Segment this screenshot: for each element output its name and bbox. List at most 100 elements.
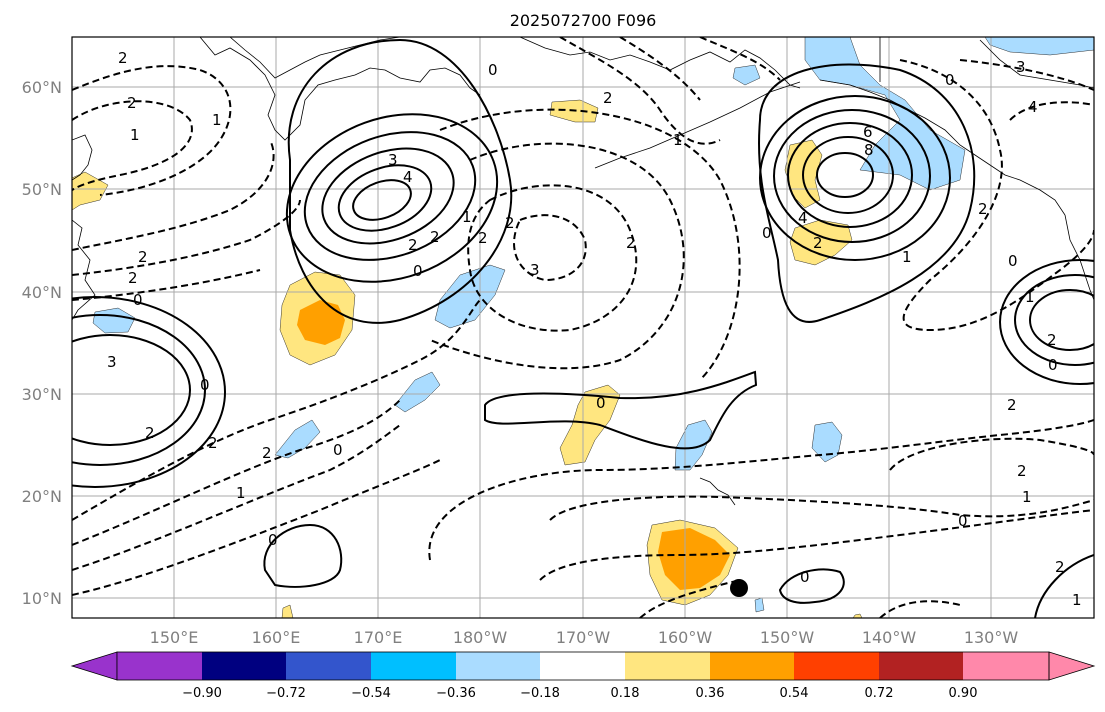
shaded-anomalies: [72, 37, 1094, 618]
contour-label: 1: [1025, 288, 1035, 306]
contours: [72, 37, 1094, 618]
contour-label: 0: [762, 224, 772, 242]
contour-label: 2: [138, 248, 148, 266]
contour-label: 2: [1017, 462, 1027, 480]
contour-label: 2: [603, 89, 613, 107]
contour-label: 2: [127, 94, 137, 112]
negative-anomaly-region: [674, 419, 713, 471]
contour-label: 1: [236, 484, 246, 502]
strong-positive-anomaly-region: [658, 528, 730, 590]
contour-label: 0: [488, 61, 498, 79]
negative-anomaly-region: [732, 64, 761, 86]
contour-label: 2: [118, 49, 128, 67]
lat-tick-label: 60°N: [22, 78, 62, 97]
negative-anomaly-region: [754, 597, 765, 613]
lat-tick-label: 30°N: [22, 385, 62, 404]
lon-tick-label: 150°W: [760, 628, 815, 647]
lat-tick-label: 50°N: [22, 180, 62, 199]
colorbar-bin: [710, 652, 794, 680]
contour-label: 0: [958, 512, 968, 530]
contour-label: 0: [800, 568, 810, 586]
colorbar-tick-label: 0.36: [696, 686, 725, 701]
contour-label: 2: [262, 444, 272, 462]
colorbar-tick-label: 0.18: [611, 686, 640, 701]
latitude-labels: 60°N 50°N 40°N 30°N 20°N 10°N: [22, 78, 62, 608]
gridlines: [72, 37, 1094, 618]
contour-label: 2: [128, 269, 138, 287]
contour-label: 2: [208, 434, 218, 452]
colorbar-bin: [625, 652, 710, 680]
colorbar-high-extension: [1048, 651, 1096, 681]
contour-label: 1: [902, 248, 912, 266]
lon-tick-label: 130°W: [964, 628, 1019, 647]
contour-label: 8: [864, 141, 874, 159]
colorbar-frame: [116, 651, 1050, 681]
contour-label: 0: [1008, 252, 1018, 270]
contour-label: 2: [978, 200, 988, 218]
negative-anomaly-region: [984, 37, 1094, 56]
contour-label: 1: [462, 208, 472, 226]
contour-label: 4: [798, 209, 808, 227]
contour-label: 1: [673, 131, 683, 149]
contour-label: 0: [596, 394, 606, 412]
contour-label: 2: [408, 236, 418, 254]
colorbar-low-extension: [70, 651, 118, 681]
contour-label: 0: [133, 291, 143, 309]
contour-label: 2: [1047, 331, 1057, 349]
contour-label: 0: [333, 441, 343, 459]
negative-anomaly-region: [811, 421, 843, 463]
contour-label: 3: [1016, 58, 1026, 76]
contour-label: 3: [107, 353, 117, 371]
colorbar-bin: [540, 652, 625, 680]
colorbar-tick-label: 0.90: [949, 686, 978, 701]
lon-tick-label: 180°W: [453, 628, 508, 647]
colorbar-tick-labels: −0.90 −0.72 −0.54 −0.36 −0.18 0.18 0.36 …: [182, 686, 977, 701]
lon-tick-label: 170°E: [354, 628, 403, 647]
colorbar-bin: [794, 652, 879, 680]
map-panel: 2 1 2 2 0 2 3 2 3 4 2 2 1 0 2 2 2 0 1 0: [22, 36, 1095, 647]
positive-anomaly-region: [281, 604, 294, 618]
contour-label: 0: [945, 71, 955, 89]
contour-label: 2: [1055, 558, 1065, 576]
longitude-labels: 150°E 160°E 170°E 180°W 170°W 160°W 150°…: [150, 628, 1019, 647]
location-marker: [730, 579, 748, 597]
strong-positive-anomaly-region: [297, 300, 345, 345]
contour-label: 2: [813, 234, 823, 252]
map-title: 2025072700 F096: [510, 11, 657, 30]
contour-label: 2: [145, 424, 155, 442]
colorbar-bin: [202, 652, 286, 680]
lat-tick-label: 20°N: [22, 487, 62, 506]
lon-tick-label: 170°W: [556, 628, 611, 647]
positive-anomaly-region: [559, 384, 621, 466]
colorbar-bin: [117, 652, 202, 680]
colorbar-bin: [456, 652, 540, 680]
contour-label: 1: [130, 126, 140, 144]
contour-label: 3: [388, 151, 398, 169]
negative-anomaly-region: [434, 264, 506, 329]
contour-label: 6: [863, 123, 873, 141]
contour-label: 0: [268, 531, 278, 549]
contour-label: 2: [478, 229, 488, 247]
contour-label: 2: [505, 214, 515, 232]
contour-label: 2: [626, 234, 636, 252]
colorbar-bin: [879, 652, 963, 680]
contour-label: 0: [200, 376, 210, 394]
lon-tick-label: 150°E: [150, 628, 199, 647]
contour-label: 1: [1072, 591, 1082, 609]
lat-tick-label: 10°N: [22, 589, 62, 608]
lon-tick-label: 160°W: [658, 628, 713, 647]
contour-label: 2: [430, 228, 440, 246]
colorbar-tick-label: −0.36: [436, 686, 476, 701]
positive-anomaly-region: [852, 613, 863, 618]
colorbar-bin: [286, 652, 371, 680]
contour-labels: 2 1 2 2 0 2 3 2 3 4 2 2 1 0 2 2 2 0 1 0: [107, 49, 1082, 609]
contour-label: 0: [413, 262, 423, 280]
contour-label: 1: [1022, 488, 1032, 506]
colorbar-tick-label: 0.72: [865, 686, 894, 701]
contour-label: 0: [1048, 356, 1058, 374]
colorbar: −0.90 −0.72 −0.54 −0.36 −0.18 0.18 0.36 …: [70, 651, 1096, 701]
lat-tick-label: 40°N: [22, 283, 62, 302]
map-frame: [71, 36, 1095, 619]
contour-label: 2: [1007, 396, 1017, 414]
